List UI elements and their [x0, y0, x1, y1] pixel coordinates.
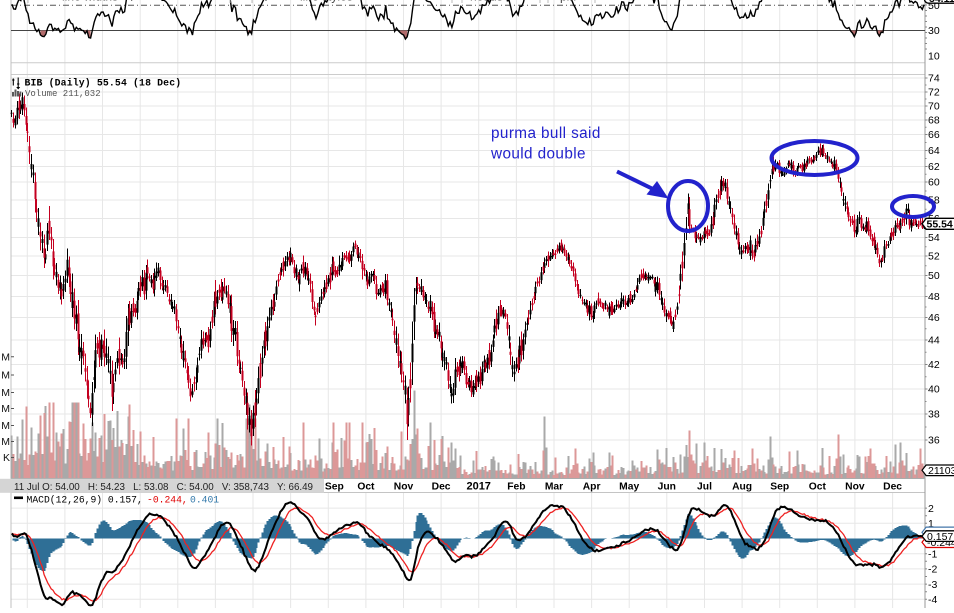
- svg-text:2: 2: [928, 503, 934, 515]
- svg-text:10: 10: [928, 50, 940, 62]
- svg-text:Oct: Oct: [809, 482, 827, 493]
- svg-text:211032: 211032: [928, 465, 954, 477]
- svg-text:64: 64: [928, 145, 940, 157]
- svg-text:44: 44: [928, 335, 940, 347]
- svg-text:line widths: line widths: [62, 0, 118, 4]
- svg-text:48: 48: [928, 291, 940, 303]
- svg-text:would double: would double: [490, 146, 586, 163]
- svg-text:Feb: Feb: [507, 482, 525, 493]
- svg-text:M: M: [1, 387, 10, 399]
- svg-text:Nov: Nov: [394, 482, 414, 493]
- svg-text:Sep: Sep: [770, 482, 789, 493]
- svg-text:M: M: [1, 351, 10, 363]
- svg-text:50: 50: [928, 270, 940, 282]
- svg-text:Mar: Mar: [545, 482, 563, 493]
- svg-text:54: 54: [928, 232, 940, 244]
- svg-text:30: 30: [928, 25, 940, 37]
- svg-text:Dec: Dec: [432, 482, 451, 493]
- svg-text:Oct: Oct: [357, 482, 375, 493]
- svg-text:Sep: Sep: [325, 482, 344, 493]
- svg-text:62: 62: [928, 161, 940, 173]
- svg-text:70: 70: [928, 101, 940, 113]
- svg-text:0.157: 0.157: [927, 531, 953, 543]
- svg-text:line styles: line styles: [300, 0, 353, 4]
- svg-text:74: 74: [928, 73, 940, 85]
- svg-text:60: 60: [928, 177, 940, 189]
- svg-text:purma bull said: purma bull said: [491, 125, 601, 142]
- svg-text:2017: 2017: [466, 481, 490, 493]
- svg-text:52: 52: [928, 251, 940, 263]
- svg-text:-4: -4: [928, 594, 937, 606]
- svg-text:54.11: 54.11: [929, 0, 954, 5]
- svg-text:MACD(12,26,9) 0.157,: MACD(12,26,9) 0.157,: [27, 495, 143, 506]
- svg-text:72: 72: [928, 87, 940, 99]
- svg-text:May: May: [619, 482, 639, 493]
- svg-text:55.54: 55.54: [927, 219, 953, 231]
- svg-text:38: 38: [928, 409, 940, 421]
- svg-text:-1: -1: [928, 548, 937, 560]
- svg-text:M: M: [1, 436, 10, 448]
- svg-text:66: 66: [928, 129, 940, 141]
- svg-text:0.401: 0.401: [190, 495, 219, 506]
- svg-text:Nov: Nov: [845, 482, 865, 493]
- svg-text:Apr: Apr: [583, 482, 601, 493]
- svg-text:Volume 211,032: Volume 211,032: [25, 89, 101, 99]
- svg-text:Jun: Jun: [658, 482, 676, 493]
- svg-text:Dec: Dec: [883, 482, 902, 493]
- svg-text:-3: -3: [928, 579, 937, 591]
- svg-text:42: 42: [928, 359, 940, 371]
- svg-text:pin: pin: [560, 0, 576, 4]
- svg-text:68: 68: [928, 115, 940, 127]
- svg-text:40: 40: [928, 384, 940, 396]
- svg-text:36: 36: [928, 435, 940, 447]
- svg-text:M: M: [1, 420, 10, 432]
- svg-text:K: K: [3, 452, 10, 464]
- svg-text:Aug: Aug: [732, 482, 752, 493]
- svg-text:heads: heads: [470, 0, 503, 4]
- svg-text:M: M: [1, 370, 10, 382]
- svg-text:-0.244,: -0.244,: [147, 495, 188, 506]
- svg-text:BIB (Daily) 55.54 (18 Dec): BIB (Daily) 55.54 (18 Dec): [25, 78, 182, 89]
- svg-text:11 Jul O: 54.00 H: 54.23 L: 11 Jul O: 54.00 H: 54.23 L: 53.08 C: 54.…: [14, 482, 313, 493]
- svg-text:-2: -2: [928, 564, 937, 576]
- svg-text:46: 46: [928, 312, 940, 324]
- svg-text:Jul: Jul: [697, 482, 712, 493]
- svg-text:M: M: [1, 403, 10, 415]
